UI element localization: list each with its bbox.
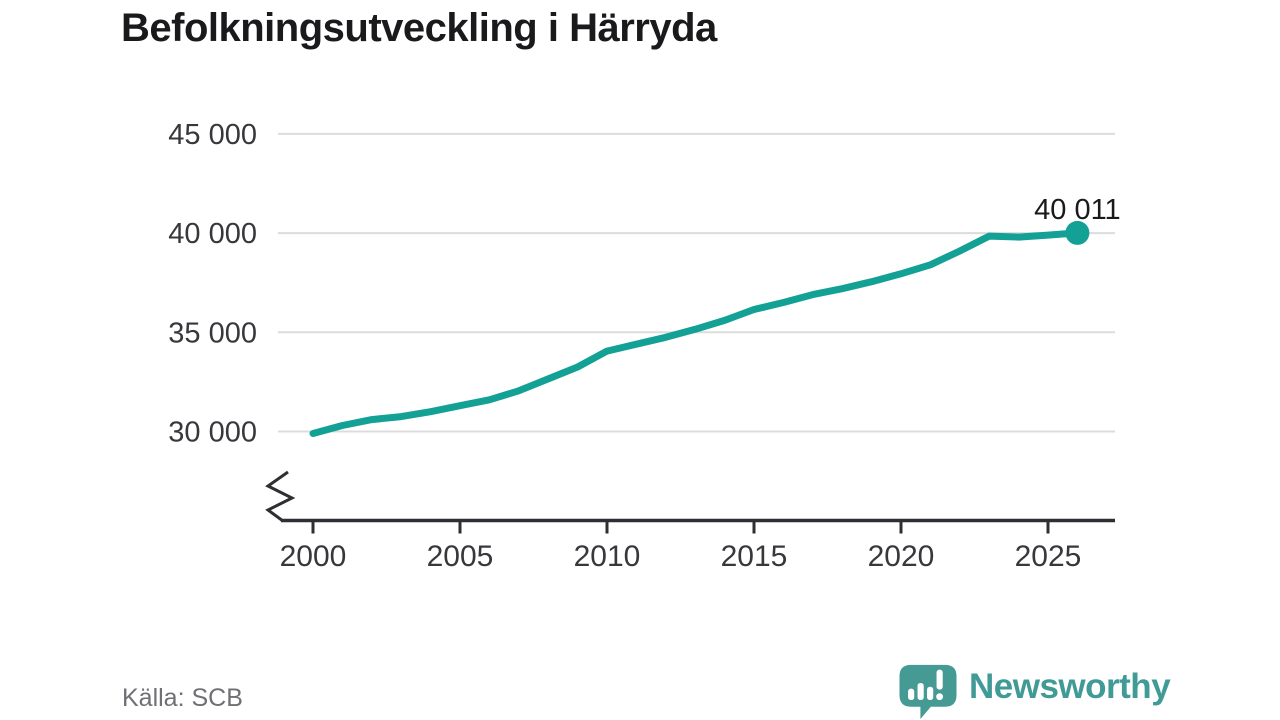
x-axis-tick-label: 2010 [574, 540, 641, 573]
end-point-marker [1065, 220, 1090, 245]
branding: Newsworthy [897, 663, 1171, 720]
axis-break-icon [265, 470, 296, 523]
x-axis-tick-label: 2020 [868, 540, 935, 573]
logo-bar-2 [917, 682, 924, 701]
population-line [309, 229, 1081, 437]
x-axis-tick-label: 2025 [1015, 540, 1082, 573]
x-axis-tick-label: 2000 [280, 540, 347, 573]
logo-exclamation-bar [936, 669, 943, 690]
end-value-label: 40 011 [1034, 194, 1121, 226]
newsworthy-logo-icon [899, 664, 957, 720]
brand-name: Newsworthy [969, 667, 1171, 706]
y-axis-tick-label: 35 000 [168, 317, 257, 349]
y-axis-tick-label: 45 000 [168, 119, 257, 151]
logo-exclamation-dot [936, 693, 944, 701]
x-axis-tick-label: 2015 [721, 540, 788, 573]
x-axis-tick-label: 2005 [427, 540, 494, 573]
chart-title: Befolkningsutveckling i Härryda [121, 6, 717, 50]
logo-bar-1 [908, 688, 915, 701]
source-note: Källa: SCB [122, 684, 243, 712]
logo-bar-3 [927, 686, 934, 701]
y-axis-tick-label: 40 000 [168, 218, 257, 250]
y-axis-tick-label: 30 000 [168, 417, 257, 449]
